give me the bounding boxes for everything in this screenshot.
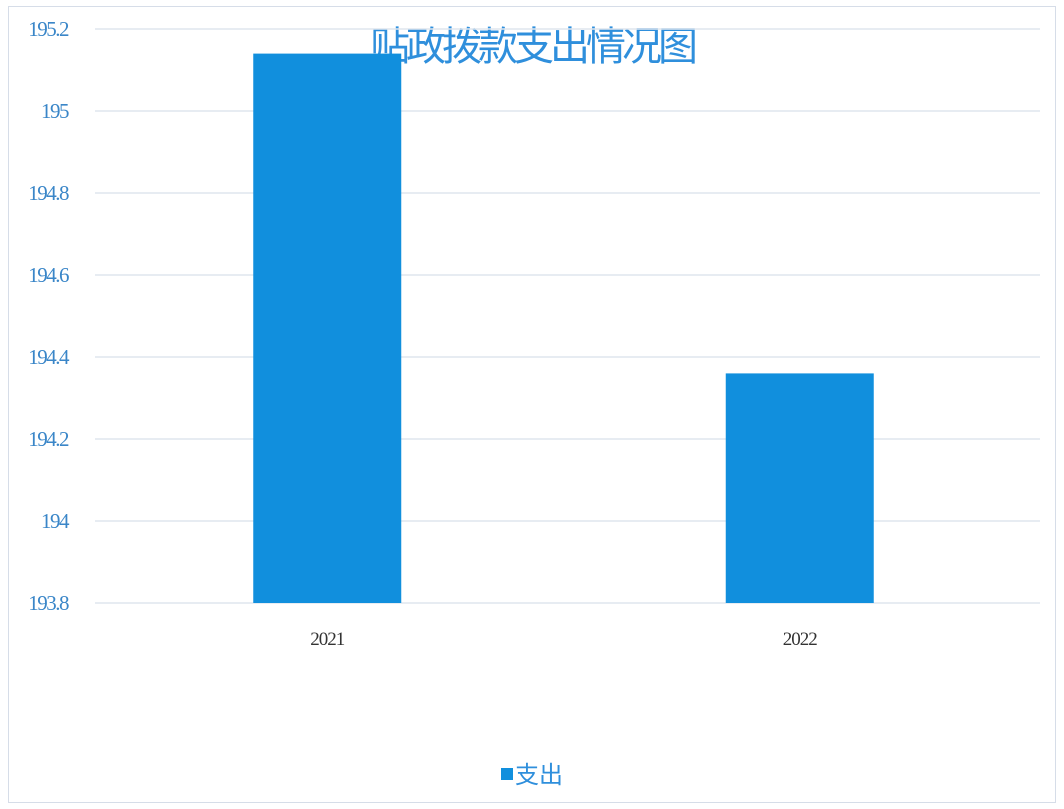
bar: [725, 373, 874, 603]
bar: [253, 53, 402, 604]
legend-label: 支出: [515, 761, 563, 789]
x-tick-label: 2022: [783, 629, 818, 650]
chart-title: 贴政拨款支出情况图: [370, 24, 698, 70]
y-tick-label: 194.4: [28, 345, 70, 369]
chart-frame: [8, 6, 1056, 803]
x-tick-label: 2021: [310, 629, 345, 650]
y-tick-label: 194.2: [28, 427, 69, 451]
y-tick-label: 194.8: [28, 181, 69, 205]
y-tick-label: 195: [41, 99, 69, 123]
y-tick-label: 195.2: [28, 17, 69, 41]
y-tick-label: 193.8: [28, 591, 69, 615]
legend: 支出: [0, 755, 1064, 790]
y-tick-label: 194: [41, 509, 70, 533]
legend-swatch: [501, 768, 513, 780]
y-tick-label: 194.6: [28, 263, 69, 287]
